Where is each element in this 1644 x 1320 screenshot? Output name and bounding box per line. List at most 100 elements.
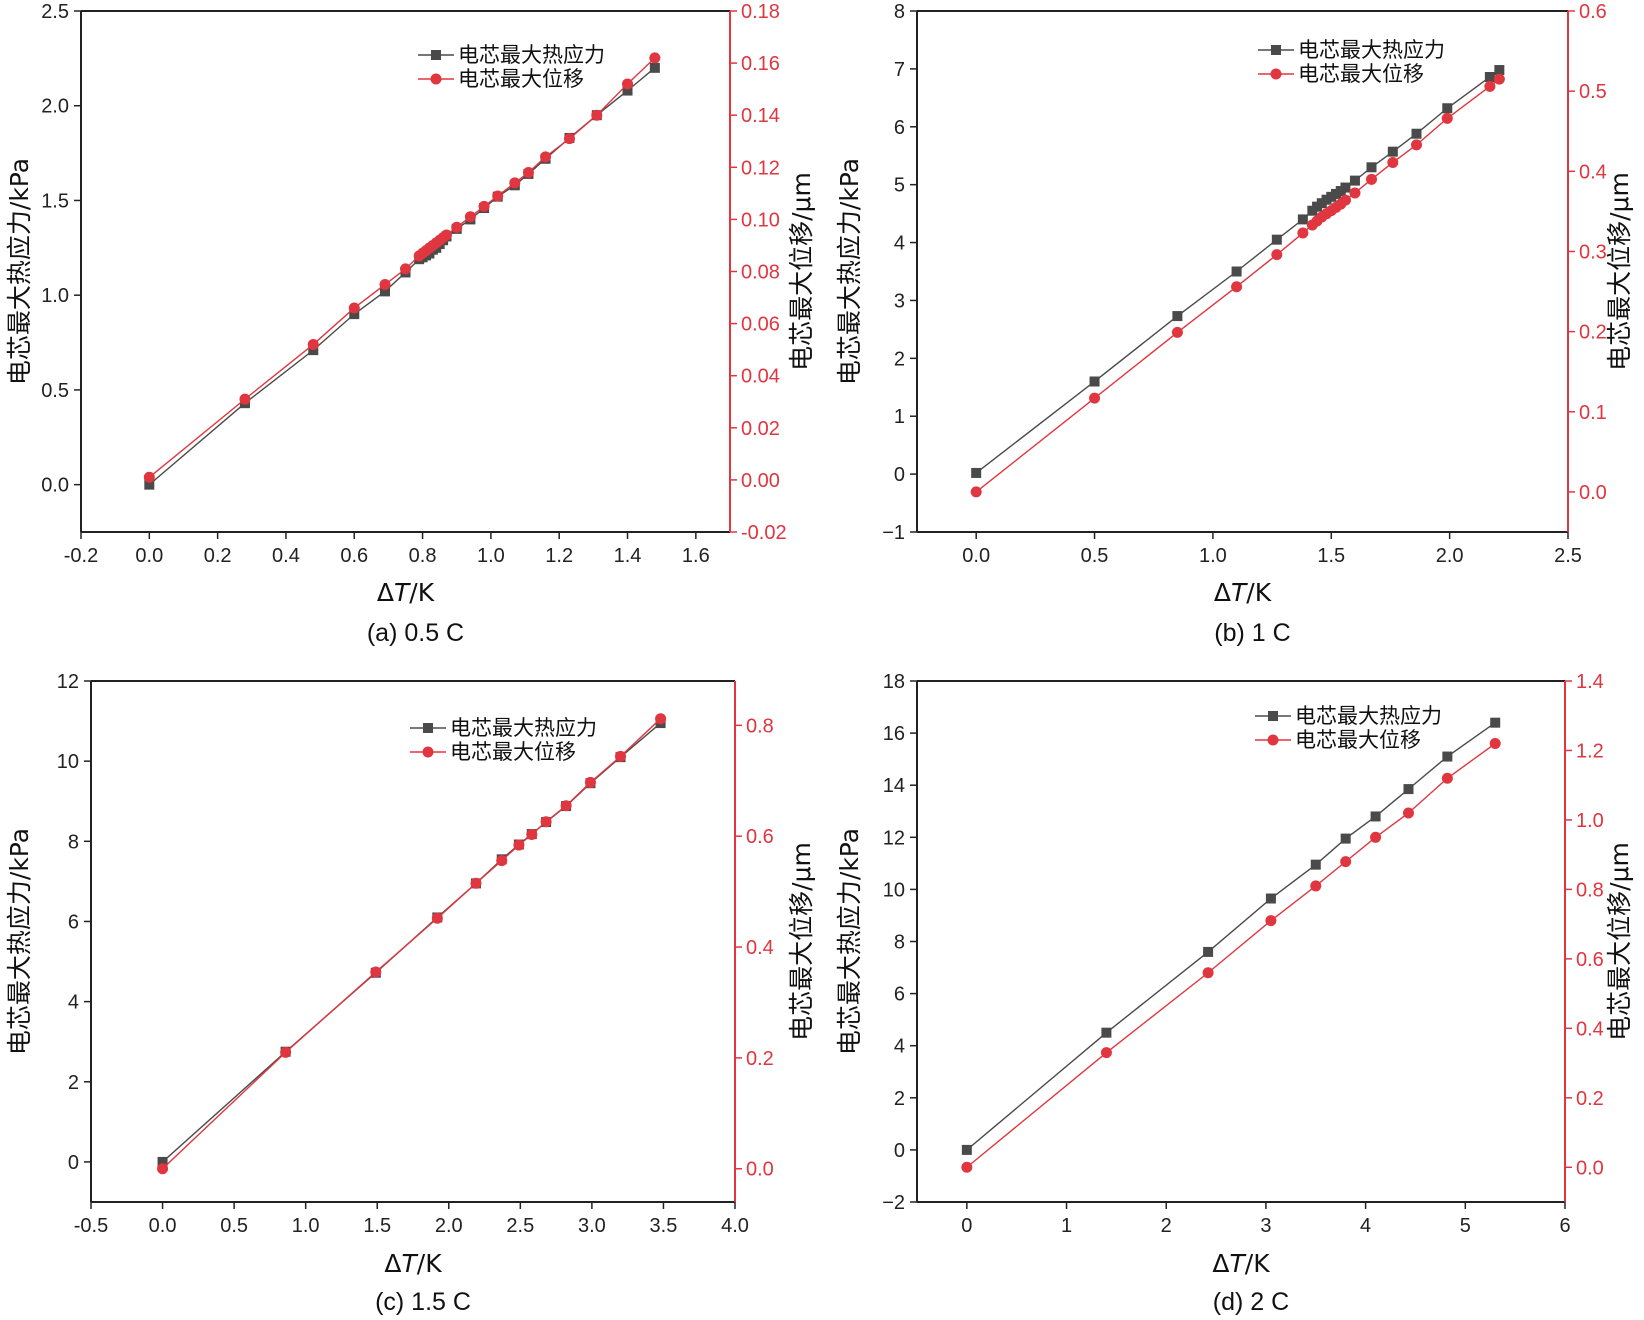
x-axis-title-unit: /K [409, 578, 434, 607]
y2-tick-label: 0.18 [741, 1, 780, 23]
displacement-point [1340, 856, 1352, 868]
y2-tick-label: 1.0 [1576, 810, 1604, 832]
legend-displacement-marker [1270, 68, 1282, 80]
displacement-point [584, 776, 596, 788]
y-tick-label: 0 [68, 1152, 79, 1174]
stress-point [157, 1156, 168, 1167]
y-tick-label: 1.5 [41, 190, 69, 212]
x-tick-label: 2.0 [1436, 545, 1464, 567]
displacement-point [649, 52, 661, 64]
stress-point [1349, 175, 1360, 186]
y-tick-label: 14 [883, 775, 905, 797]
stress-point [622, 85, 633, 96]
y-tick-label: 1.0 [41, 285, 69, 307]
x-axis-title-unit: /K [1246, 578, 1271, 607]
y2-tick-label: 0.10 [741, 209, 780, 231]
y-tick-label: 5 [894, 175, 905, 197]
x-axis-title: ΔT/K [377, 578, 435, 607]
displacement-point [239, 393, 251, 405]
x-tick-label: 2.5 [506, 1215, 534, 1237]
stress-point [1387, 146, 1398, 157]
displacement-point [970, 486, 982, 498]
displacement-point [1265, 915, 1277, 927]
chart-panel-3: -0.5 0.0 0.5 1.0 1.5 2.0 2.5 3.0 3.5 4.0 0 2 4 6 8 10 12… [5, 671, 816, 1316]
displacement-point [470, 877, 482, 889]
stress-point [308, 345, 319, 356]
stress-point [1484, 71, 1495, 82]
y-tick-label: 3 [894, 290, 905, 312]
x-tick-label: 1 [1061, 1215, 1072, 1237]
y-tick-label: 6 [894, 117, 905, 139]
stress-point [349, 309, 360, 320]
legend-stress-label: 电芯最大热应力 [450, 716, 597, 740]
x-axis-title: ΔT/K [1214, 578, 1272, 607]
y-tick-label: 1 [894, 406, 905, 428]
displacement-point [1402, 807, 1414, 819]
displacement-point [1349, 187, 1361, 199]
x-tick-label: 1.6 [682, 545, 710, 567]
displacement-point [370, 966, 382, 978]
y-tick-label: 8 [894, 932, 905, 954]
stress-point [1089, 376, 1100, 387]
displacement-point [509, 177, 521, 189]
displacement-point [1231, 281, 1243, 293]
y-tick-label: 0 [894, 1140, 905, 1162]
stress-point [971, 467, 982, 478]
stress-point [1490, 717, 1501, 728]
y-axis-title: 电芯最大热应力/kPa [835, 828, 864, 1055]
y-tick-label: 4 [894, 233, 905, 255]
displacement-point [143, 471, 155, 483]
stress-point [380, 286, 391, 297]
stress-point [1442, 103, 1453, 114]
y-tick-label: 6 [68, 911, 79, 933]
x-tick-label: 2 [1161, 1215, 1172, 1237]
displacement-point [1271, 249, 1283, 261]
stress-point [1271, 234, 1282, 245]
legend-stress-marker [1268, 711, 1278, 721]
stress-point [1101, 1027, 1112, 1038]
x-tick-label: 1.4 [614, 545, 642, 567]
y2-tick-label: 0.00 [741, 470, 780, 492]
displacement-point [478, 200, 490, 212]
stress-point [1340, 182, 1351, 193]
x-axis-title-unit: /K [417, 1249, 442, 1278]
x-tick-label: 0.0 [962, 545, 990, 567]
displacement-point [622, 78, 634, 90]
stress-point [961, 1144, 972, 1155]
x-axis-title-prefix: Δ [384, 1249, 401, 1278]
displacement-point [1493, 73, 1505, 85]
y2-tick-label: 1.4 [1576, 671, 1604, 693]
y2-tick-label: 0.12 [741, 157, 780, 179]
legend-displacement-label: 电芯最大位移 [1298, 62, 1424, 86]
x-tick-label: 0 [961, 1215, 972, 1237]
y-tick-label: 8 [68, 831, 79, 853]
displacement-point [1339, 194, 1351, 206]
displacement-point [1171, 326, 1183, 338]
displacement-point [540, 816, 552, 828]
y2-tick-label: 0.06 [741, 314, 780, 336]
x-tick-label: 3.0 [578, 1215, 606, 1237]
x-tick-label: 2.5 [1554, 545, 1582, 567]
y2-tick-label: 0.4 [1576, 1018, 1604, 1040]
y-tick-label: 0.5 [41, 380, 69, 402]
displacement-point [615, 750, 627, 762]
y-axis-title: 电芯最大热应力/kPa [5, 828, 34, 1055]
displacement-point [591, 109, 603, 121]
x-tick-label: 0.0 [149, 1215, 177, 1237]
displacement-point [464, 211, 476, 223]
x-axis-title-var: T [1230, 1249, 1247, 1278]
y2-tick-label: 0.0 [746, 1159, 774, 1181]
displacement-point [1410, 139, 1422, 151]
y2-tick-label: 0.14 [741, 105, 780, 127]
displacement-point [961, 1161, 973, 1173]
panel-caption: (d) 2 C [1213, 1288, 1289, 1316]
y-tick-label: 12 [883, 827, 905, 849]
displacement-series-line [966, 742, 1496, 1168]
stress-point [1231, 266, 1242, 277]
legend-displacement-marker [430, 73, 442, 85]
legend-stress-label: 电芯最大热应力 [1295, 704, 1442, 728]
chart-panel-1: -0.2 0.0 0.2 0.4 0.6 0.8 1.0 1.2 1.4 1.6 0.0 0.5 1.0… [5, 1, 816, 647]
